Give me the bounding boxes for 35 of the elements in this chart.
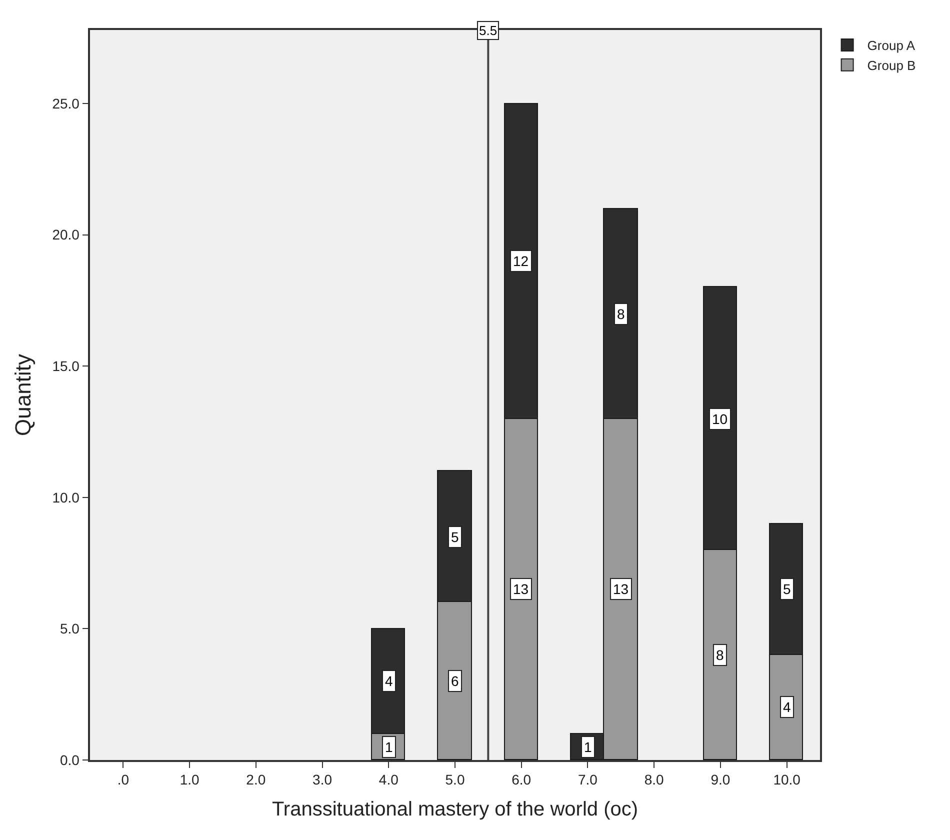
x-tick-label: 10.0 xyxy=(773,772,801,788)
data-label: 8 xyxy=(617,306,625,322)
y-tick-label: 25.0 xyxy=(52,95,80,112)
data-label: 4 xyxy=(783,699,791,715)
x-tick-label: 8.0 xyxy=(644,772,664,788)
data-label: 13 xyxy=(613,581,629,597)
y-tick-label: 10.0 xyxy=(52,489,80,506)
x-tick-label: .0 xyxy=(117,772,130,788)
x-tick-label: 4.0 xyxy=(378,772,399,788)
x-tick-label: 2.0 xyxy=(246,772,266,788)
x-tick-label: 9.0 xyxy=(710,772,730,788)
data-label: 8 xyxy=(716,647,724,663)
y-tick-label: 0.0 xyxy=(60,752,80,768)
data-label: 1 xyxy=(584,739,592,755)
x-tick-label: 5.0 xyxy=(445,772,465,788)
legend-label: Group A xyxy=(867,38,916,54)
y-axis-title: Quantity xyxy=(10,354,36,436)
data-label: 13 xyxy=(513,581,529,597)
data-label: 10 xyxy=(712,411,728,427)
data-label: 1 xyxy=(385,739,393,755)
x-tick-label: 3.0 xyxy=(312,772,332,788)
x-tick-label: 7.0 xyxy=(578,772,598,788)
x-tick-label: 1.0 xyxy=(180,772,200,788)
y-tick-label: 5.0 xyxy=(60,620,80,637)
data-label: 5 xyxy=(783,581,791,597)
data-label: 12 xyxy=(513,253,529,269)
data-label: 4 xyxy=(385,673,393,689)
x-axis-title: Transsituational mastery of the world (oc) xyxy=(272,798,638,821)
data-label: 6 xyxy=(451,673,459,689)
y-tick-label: 15.0 xyxy=(52,358,80,374)
data-label: 5 xyxy=(451,529,459,545)
x-tick-label: 6.0 xyxy=(512,772,532,788)
ref-line-label: 5.5 xyxy=(479,23,498,38)
legend-label: Group B xyxy=(867,58,916,73)
y-tick-label: 20.0 xyxy=(52,226,80,243)
